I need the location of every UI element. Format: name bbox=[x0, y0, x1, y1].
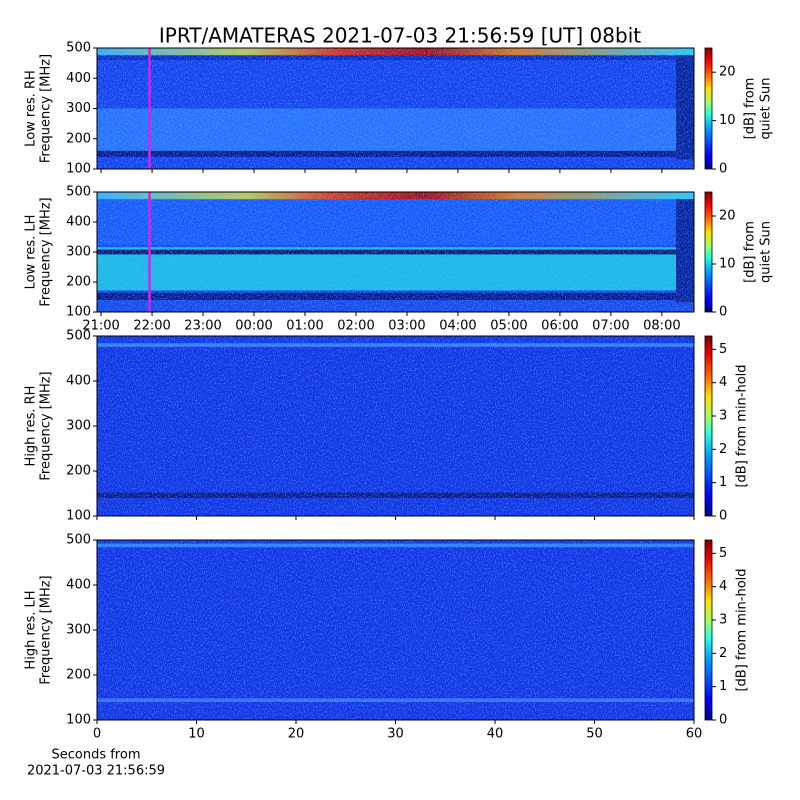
x-tick-label: 21:00 bbox=[82, 319, 119, 334]
y-axis-label: Frequency [MHz] bbox=[39, 575, 54, 684]
x-tick-label: 08:00 bbox=[643, 319, 680, 334]
x-axis-label: Seconds from bbox=[51, 748, 140, 763]
y-tick-label: 500 bbox=[66, 329, 91, 344]
colorbar-tick-label: 0 bbox=[719, 305, 727, 320]
colorbar-tick-label: 2 bbox=[719, 646, 727, 661]
x-tick-label: 10 bbox=[188, 727, 205, 742]
x-tick-label: 30 bbox=[387, 727, 404, 742]
y-axis-label: Low res. LH bbox=[24, 215, 39, 290]
colorbar-tick-label: 10 bbox=[719, 257, 736, 272]
x-tick-label: 07:00 bbox=[592, 319, 629, 334]
y-axis-label: Frequency [MHz] bbox=[39, 371, 54, 480]
colorbar-tick-label: 20 bbox=[719, 209, 736, 224]
x-tick-label: 20 bbox=[288, 727, 305, 742]
y-tick-label: 300 bbox=[66, 419, 91, 434]
spectrogram-noise bbox=[97, 540, 694, 720]
spectrogram-noise bbox=[97, 48, 694, 169]
y-tick-label: 200 bbox=[66, 464, 91, 479]
y-tick-label: 200 bbox=[66, 275, 91, 290]
x-tick-label: 50 bbox=[586, 727, 603, 742]
y-axis-label: High res. RH bbox=[24, 386, 39, 467]
colorbar bbox=[704, 47, 713, 170]
spectrogram-noise bbox=[97, 192, 694, 312]
x-tick-label: 22:00 bbox=[133, 319, 170, 334]
y-tick-label: 200 bbox=[66, 131, 91, 146]
colorbar-tick-label: 10 bbox=[719, 113, 736, 128]
x-tick-label: 23:00 bbox=[184, 319, 221, 334]
colorbar-tick-label: 3 bbox=[719, 613, 727, 628]
y-tick-label: 500 bbox=[66, 185, 91, 200]
x-tick-label: 60 bbox=[686, 727, 703, 742]
y-tick-label: 400 bbox=[66, 374, 91, 389]
colorbar-tick-label: 1 bbox=[719, 679, 727, 694]
y-tick-label: 100 bbox=[66, 713, 91, 728]
x-tick-label: 02:00 bbox=[337, 319, 374, 334]
y-tick-label: 100 bbox=[66, 509, 91, 524]
y-axis-label: Frequency [MHz] bbox=[39, 197, 54, 306]
y-tick-label: 300 bbox=[66, 101, 91, 116]
y-axis-label: Frequency [MHz] bbox=[39, 54, 54, 163]
colorbar-tick-label: 0 bbox=[719, 713, 727, 728]
y-axis-label: High res. LH bbox=[24, 590, 39, 669]
y-tick-label: 100 bbox=[66, 162, 91, 177]
y-tick-label: 300 bbox=[66, 623, 91, 638]
y-tick-label: 400 bbox=[66, 71, 91, 86]
colorbar-tick-label: 0 bbox=[719, 509, 727, 524]
colorbar-tick-label: 5 bbox=[719, 342, 727, 357]
y-tick-label: 400 bbox=[66, 578, 91, 593]
x-tick-label: 04:00 bbox=[439, 319, 476, 334]
x-tick-label: 01:00 bbox=[286, 319, 323, 334]
colorbar bbox=[704, 539, 713, 721]
x-tick-label: 06:00 bbox=[541, 319, 578, 334]
colorbar-label: [dB] from bbox=[743, 221, 758, 283]
colorbar-label: [dB] from bbox=[743, 78, 758, 140]
spectrogram-noise bbox=[97, 336, 694, 516]
x-tick-label: 00:00 bbox=[235, 319, 272, 334]
colorbar-tick-label: 4 bbox=[719, 375, 727, 390]
colorbar-tick-label: 0 bbox=[719, 162, 727, 177]
colorbar-label: [dB] from min-hold bbox=[735, 568, 750, 691]
colorbar-tick-label: 2 bbox=[719, 442, 727, 457]
colorbar bbox=[704, 335, 713, 517]
x-tick-label: 03:00 bbox=[388, 319, 425, 334]
colorbar-tick-label: 3 bbox=[719, 409, 727, 424]
x-axis-label: 2021-07-03 21:56:59 bbox=[27, 764, 165, 779]
y-tick-label: 400 bbox=[66, 215, 91, 230]
colorbar-tick-label: 4 bbox=[719, 579, 727, 594]
y-tick-label: 300 bbox=[66, 245, 91, 260]
y-tick-label: 100 bbox=[66, 305, 91, 320]
colorbar-tick-label: 1 bbox=[719, 475, 727, 490]
x-tick-label: 0 bbox=[93, 727, 101, 742]
y-axis-label: Low res. RH bbox=[24, 70, 39, 147]
colorbar-tick-label: 20 bbox=[719, 65, 736, 80]
colorbar-label: quiet Sun bbox=[759, 77, 774, 139]
colorbar-label: quiet Sun bbox=[759, 221, 774, 283]
x-tick-label: 40 bbox=[487, 727, 504, 742]
y-tick-label: 500 bbox=[66, 41, 91, 56]
figure-title: IPRT/AMATERAS 2021-07-03 21:56:59 [UT] 0… bbox=[159, 24, 641, 48]
colorbar bbox=[704, 191, 713, 313]
colorbar-label: [dB] from min-hold bbox=[735, 364, 750, 487]
colorbar-tick-label: 5 bbox=[719, 546, 727, 561]
x-tick-label: 05:00 bbox=[490, 319, 527, 334]
y-tick-label: 200 bbox=[66, 668, 91, 683]
y-tick-label: 500 bbox=[66, 533, 91, 548]
